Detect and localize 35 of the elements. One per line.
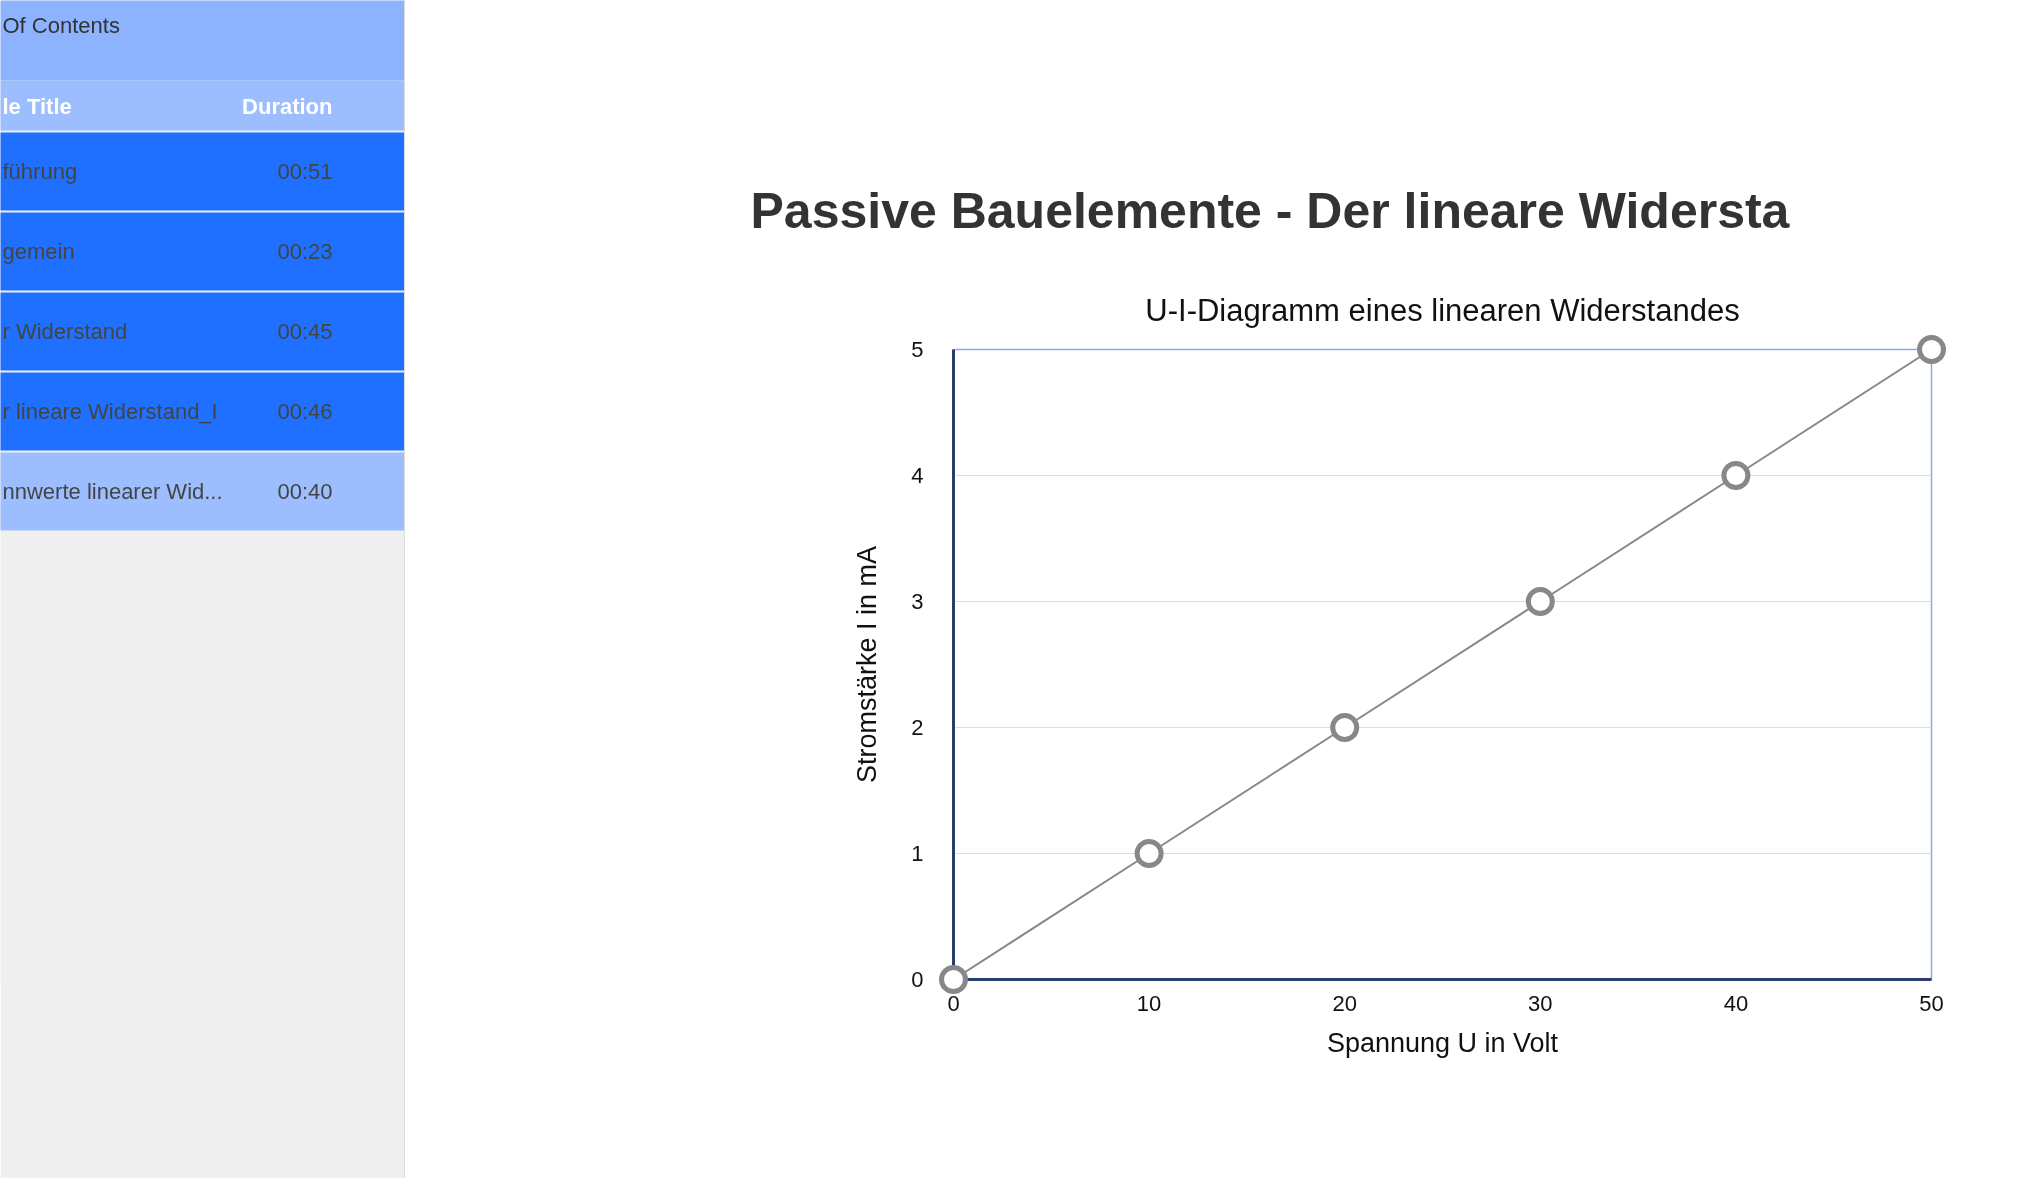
point xyxy=(1721,461,1751,490)
text: 00:23 xyxy=(277,239,333,264)
text: 00:45 xyxy=(277,319,333,344)
y-tick-label: 3 xyxy=(911,589,924,614)
point xyxy=(1525,587,1555,616)
point xyxy=(1917,335,1946,364)
chart-title: Passive Bauelemente - Der lineare Widersta xyxy=(750,182,1791,239)
text: führung xyxy=(2,159,78,184)
x-tick-label: 30 xyxy=(1528,990,1553,1016)
y-tick-label: 2 xyxy=(911,715,924,740)
x-tick-label: 50 xyxy=(1919,990,1944,1016)
text: r Widerstand xyxy=(2,319,128,344)
x-axis-title: Spannung U in Volt xyxy=(1326,1027,1559,1058)
text: 00:46 xyxy=(277,399,333,424)
y-tick-label: 4 xyxy=(911,463,924,488)
x-tick-label: 10 xyxy=(1136,990,1162,1016)
x-tick-label: 40 xyxy=(1723,990,1749,1016)
x-tick-label: 20 xyxy=(1332,990,1357,1016)
y-tick-label: 0 xyxy=(911,967,924,992)
text: Of Contents xyxy=(2,13,120,38)
text: nnwerte linearer Wid... xyxy=(2,479,223,504)
y-tick-label: 1 xyxy=(911,841,924,866)
text: le Title xyxy=(2,94,72,119)
text: Duration xyxy=(242,94,333,119)
point xyxy=(939,965,968,994)
y-axis-title: Stromstärke I in mA xyxy=(852,545,883,784)
text: gemein xyxy=(2,239,75,264)
point xyxy=(1330,713,1360,742)
y-tick-label: 5 xyxy=(911,337,924,362)
chart-subtitle: U-I-Diagramm eines linearen Widerstandes xyxy=(1145,293,1740,328)
text: 00:40 xyxy=(277,479,333,504)
text: 00:51 xyxy=(277,159,333,184)
x-tick-label: 0 xyxy=(947,990,960,1016)
point xyxy=(1134,839,1164,868)
text: r lineare Widerstand_I xyxy=(2,399,218,424)
